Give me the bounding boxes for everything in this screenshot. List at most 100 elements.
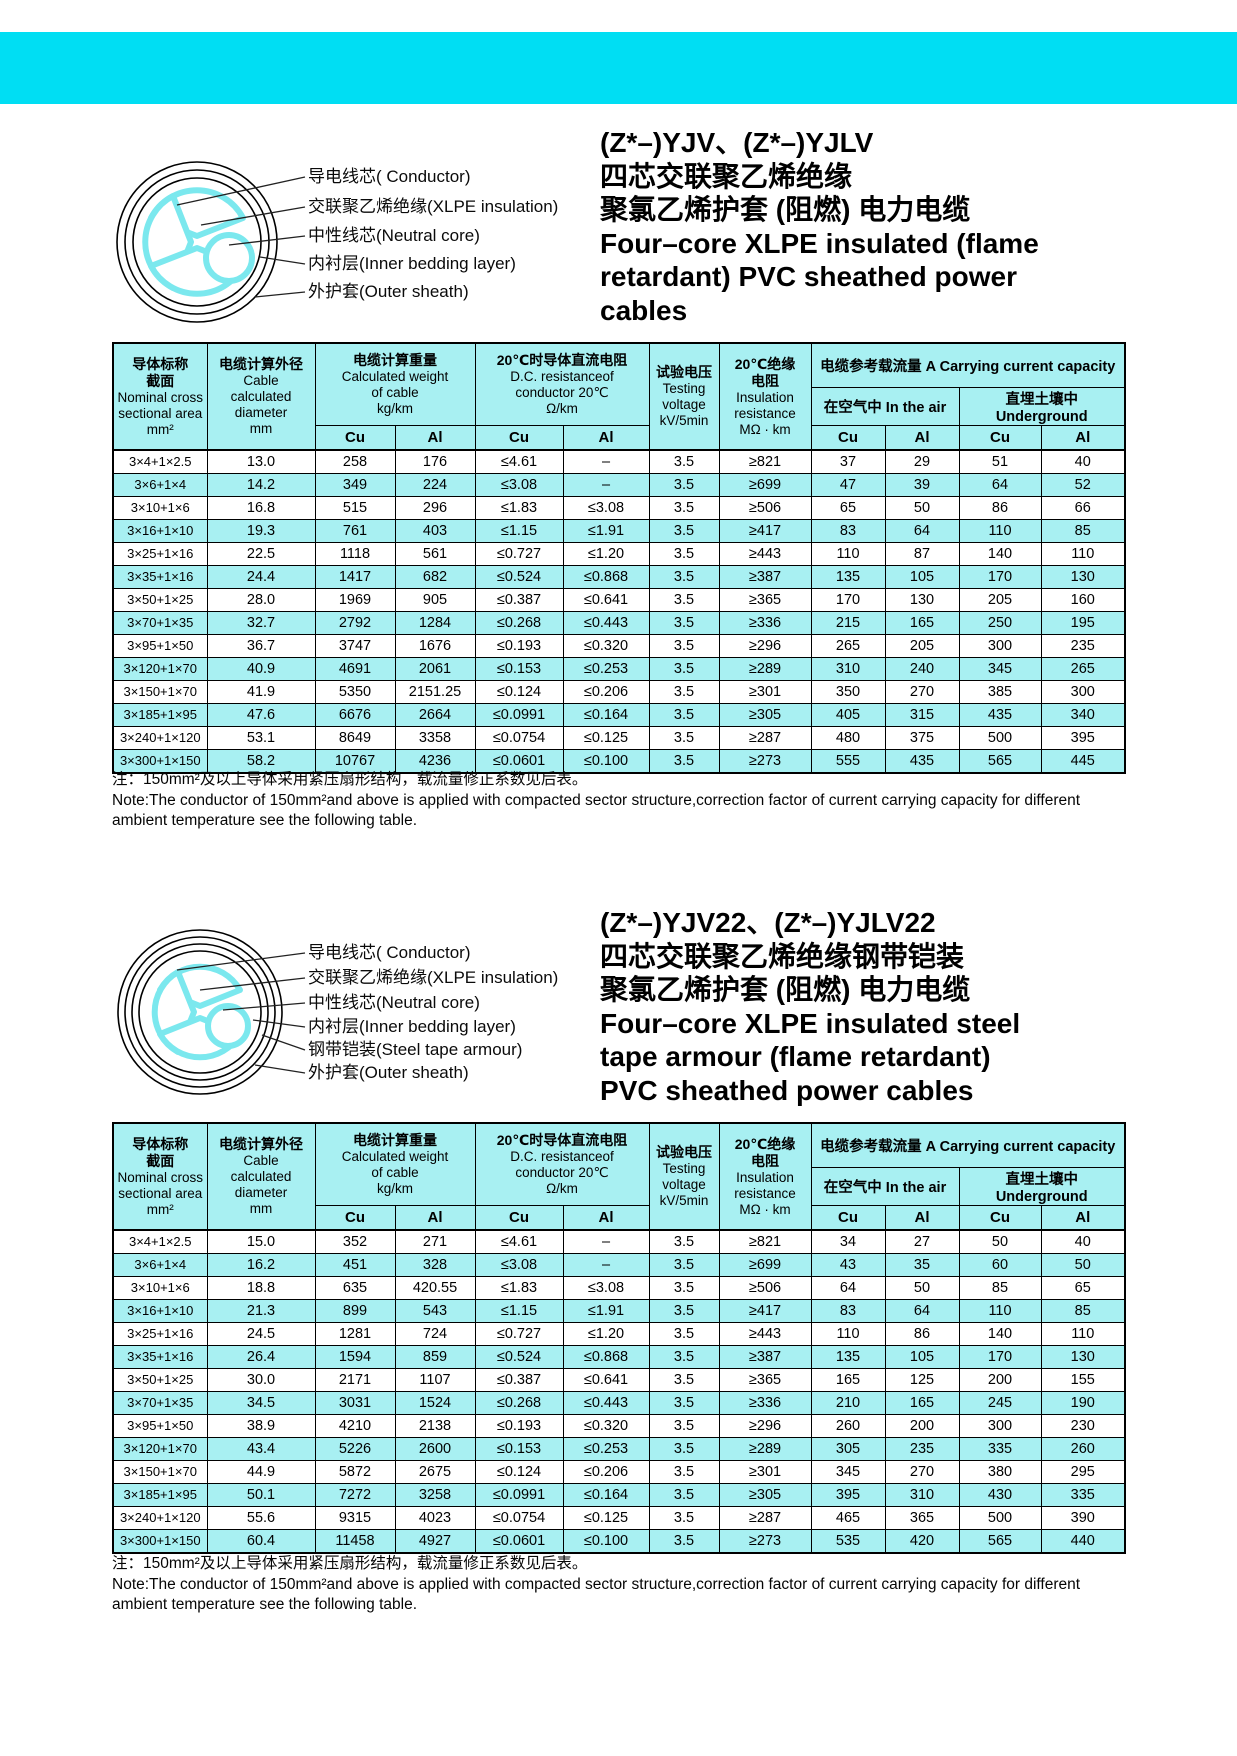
table-cell: – xyxy=(562,1229,650,1254)
diagram-label-conductor: 导电线芯( Conductor) xyxy=(308,943,471,962)
col-header-cu: Cu xyxy=(810,1204,886,1231)
table-cell: 2151.25 xyxy=(394,680,476,704)
footnote: 注：150mm²及以上导体采用紧压扇形结构，载流量修正系数见后表。 Note:T… xyxy=(112,771,1081,829)
table-cell: 3.5 xyxy=(648,565,720,589)
table-cell: 110 xyxy=(958,1299,1042,1323)
table-cell: ≥287 xyxy=(718,726,812,750)
neutral-core xyxy=(205,1003,251,1049)
table-cell: ≥301 xyxy=(718,680,812,704)
table-cell: 3×240+1×120 xyxy=(112,1506,208,1530)
table-cell: 375 xyxy=(884,726,960,750)
table-cell: 3×150+1×70 xyxy=(112,680,208,704)
table-cell: 3×35+1×16 xyxy=(112,1345,208,1369)
table-cell: 250 xyxy=(958,611,1042,635)
table-cell: 5872 xyxy=(314,1460,396,1484)
table-cell: ≤0.387 xyxy=(474,1368,564,1392)
table-cell: ≥273 xyxy=(718,749,812,774)
table-cell: ≤0.727 xyxy=(474,1322,564,1346)
table-cell: 24.5 xyxy=(206,1322,316,1346)
table-cell: 130 xyxy=(1040,565,1126,589)
diagram-label-sheath: 外护套(Outer sheath) xyxy=(308,1063,469,1082)
conductor-cores xyxy=(142,187,255,297)
table-cell: 258 xyxy=(314,449,396,474)
table-cell: 53.1 xyxy=(206,726,316,750)
table-cell: 500 xyxy=(958,726,1042,750)
table-cell: ≤0.0601 xyxy=(474,749,564,774)
table-cell: 3.5 xyxy=(648,634,720,658)
table-cell: 4236 xyxy=(394,749,476,774)
table-cell: 85 xyxy=(1040,519,1126,543)
table-cell: 1969 xyxy=(314,588,396,612)
table-cell: 565 xyxy=(958,1529,1042,1554)
table-cell: 44.9 xyxy=(206,1460,316,1484)
table-cell: 1417 xyxy=(314,565,396,589)
table-cell: ≥387 xyxy=(718,1345,812,1369)
table-cell: 245 xyxy=(958,1391,1042,1415)
col-header-cu: Cu xyxy=(474,424,564,451)
table-cell: 420.55 xyxy=(394,1276,476,1300)
table-cell: 35 xyxy=(884,1253,960,1277)
table-row: 3×185+1×95 47.6 6676 2664 ≤0.0991 ≤0.164 3.5 ≥3… xyxy=(112,703,1126,727)
table-row: 3×240+1×120 55.6 9315 4023 ≤0.0754 ≤0.125 3.5 ≥… xyxy=(112,1506,1126,1530)
table-cell: 3.5 xyxy=(648,496,720,520)
col-header-size: 导体标称 截面 Nominal cross sectional area mm² xyxy=(112,342,208,451)
table-cell: 1118 xyxy=(314,542,396,566)
table-cell: ≤0.0991 xyxy=(474,1483,564,1507)
table-row: 3×120+1×70 40.9 4691 2061 ≤0.153 ≤0.253 3.5 ≥28… xyxy=(112,657,1126,681)
table-cell: 4210 xyxy=(314,1414,396,1438)
table-cell: 300 xyxy=(1040,680,1126,704)
table-cell: 3×6+1×4 xyxy=(112,1253,208,1277)
table-cell: ≤0.0991 xyxy=(474,703,564,727)
col-header-al: Al xyxy=(562,424,650,451)
table-cell: 3358 xyxy=(394,726,476,750)
table-cell: ≥301 xyxy=(718,1460,812,1484)
table-row: 3×50+1×25 30.0 2171 1107 ≤0.387 ≤0.641 3.5 ≥365… xyxy=(112,1368,1126,1392)
table-cell: ≥305 xyxy=(718,1483,812,1507)
table-cell: ≤0.193 xyxy=(474,634,564,658)
table-cell: ≤0.100 xyxy=(562,749,650,774)
table-cell: 16.2 xyxy=(206,1253,316,1277)
diagram-label-bedding: 内衬层(Inner bedding layer) xyxy=(308,1017,516,1036)
leader-lines xyxy=(176,176,306,298)
table-cell: 4023 xyxy=(394,1506,476,1530)
table-cell: 2792 xyxy=(314,611,396,635)
table-cell: 295 xyxy=(1040,1460,1126,1484)
table-cell: ≤1.20 xyxy=(562,1322,650,1346)
table-cell: ≤0.125 xyxy=(562,1506,650,1530)
table-cell: ≥821 xyxy=(718,1229,812,1254)
table-row: 3×70+1×35 32.7 2792 1284 ≤0.268 ≤0.443 3.5 ≥336… xyxy=(112,611,1126,635)
col-header-weight: 电缆计算重量 Calculated weight of cable kg/km xyxy=(314,342,476,426)
table-cell: 3.5 xyxy=(648,1229,720,1254)
table-cell: 3.5 xyxy=(648,749,720,774)
table-row: 3×150+1×70 41.9 5350 2151.25 ≤0.124 ≤0.206 3.5… xyxy=(112,680,1126,704)
table-cell: 5226 xyxy=(314,1437,396,1461)
table-cell: 2600 xyxy=(394,1437,476,1461)
table-cell: 50 xyxy=(1040,1253,1126,1277)
table-cell: 235 xyxy=(884,1437,960,1461)
table-cell: ≤0.868 xyxy=(562,1345,650,1369)
table-cell: ≤1.83 xyxy=(474,1276,564,1300)
table-cell: 3×185+1×95 xyxy=(112,703,208,727)
table-cell: 15.0 xyxy=(206,1229,316,1254)
table-row: 3×4+1×2.5 13.0 258 176 ≤4.61–3.5 ≥821 37 29 51 40 xyxy=(112,449,1126,474)
table-cell: 1524 xyxy=(394,1391,476,1415)
table-cell: 36.7 xyxy=(206,634,316,658)
diagram-label-sheath: 外护套(Outer sheath) xyxy=(308,282,469,301)
table-cell: 240 xyxy=(884,657,960,681)
table-cell: 4691 xyxy=(314,657,396,681)
table-cell: 3×50+1×25 xyxy=(112,588,208,612)
table-cell: ≥699 xyxy=(718,1253,812,1277)
table-cell: ≤1.20 xyxy=(562,542,650,566)
col-header-al: Al xyxy=(1040,1204,1126,1231)
table-cell: 3.5 xyxy=(648,519,720,543)
table-cell: 390 xyxy=(1040,1506,1126,1530)
col-header-al: Al xyxy=(394,1204,476,1231)
table-cell: 224 xyxy=(394,473,476,497)
table-cell: 543 xyxy=(394,1299,476,1323)
table-cell: 305 xyxy=(810,1437,886,1461)
table-cell: 230 xyxy=(1040,1414,1126,1438)
table-cell: 21.3 xyxy=(206,1299,316,1323)
table-cell: ≤0.641 xyxy=(562,588,650,612)
table-cell: ≥365 xyxy=(718,1368,812,1392)
table-cell: 3×10+1×6 xyxy=(112,496,208,520)
